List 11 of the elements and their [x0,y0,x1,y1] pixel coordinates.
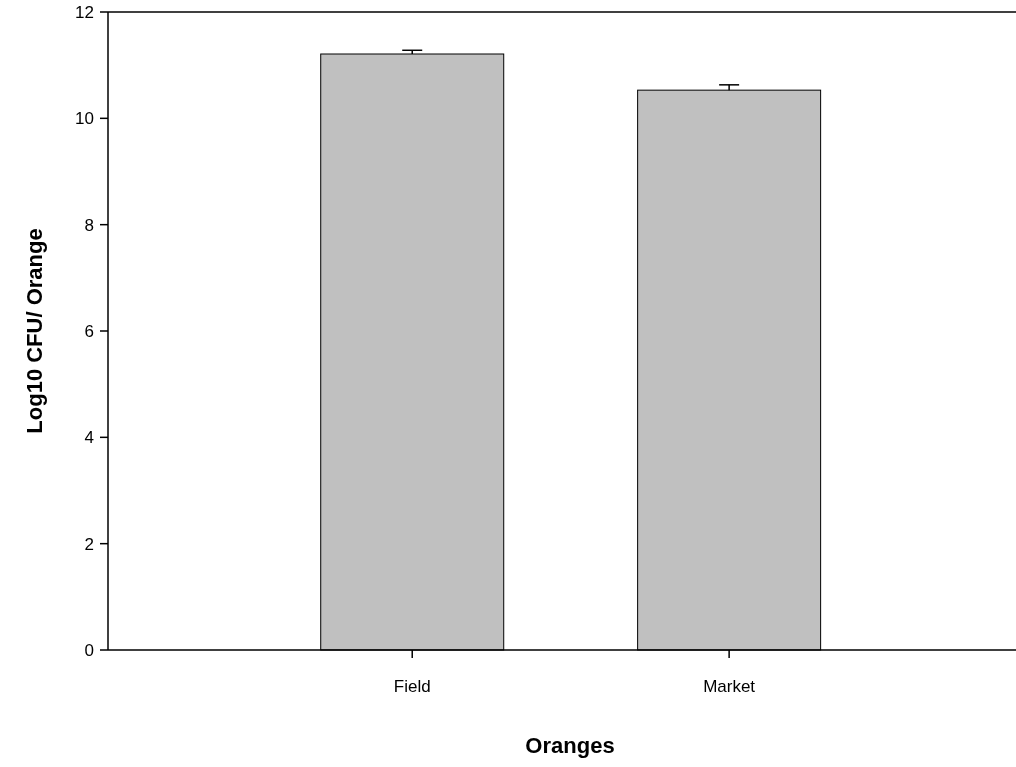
y-tick-label: 12 [75,2,94,22]
x-tick-label: Field [393,677,431,696]
y-tick-label: 2 [84,534,94,554]
y-tick-label: 0 [84,640,94,660]
x-tick-label: Market [703,677,756,696]
y-tick-label: 4 [84,428,94,448]
y-tick-label: 10 [75,109,94,129]
y-axis-title: Log10 CFU/ Orange [22,228,47,434]
y-tick-label: 8 [84,215,94,235]
y-tick-label: 6 [84,321,94,341]
x-axis-title: Oranges [525,733,615,758]
